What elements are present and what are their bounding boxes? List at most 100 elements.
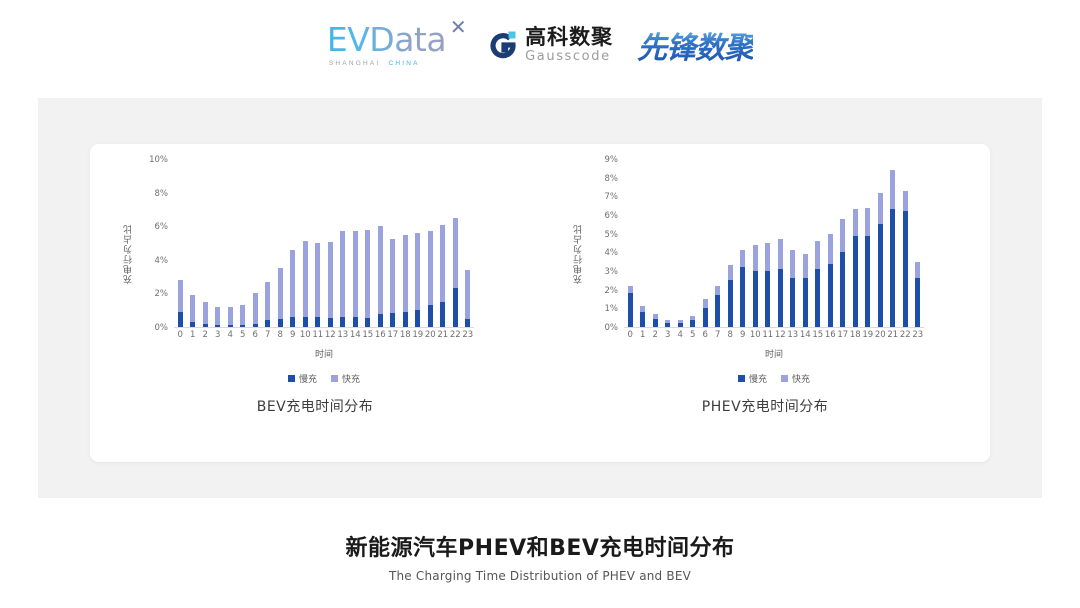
bar-column — [199, 160, 212, 327]
bar-segment-fast — [802, 254, 808, 279]
phev-x-tick: 2 — [652, 330, 658, 340]
stacked-bar — [415, 232, 421, 327]
legend-item[interactable]: 快充 — [331, 372, 360, 385]
stacked-bar — [815, 241, 821, 327]
bar-column — [887, 160, 900, 327]
bar-column — [287, 160, 300, 327]
chart-bev-x-axis-title: 时间 — [314, 350, 333, 360]
phev-y-tick: 8% — [604, 173, 619, 184]
logo-evdata: EVData ✕ SHANGHAI CHINA — [327, 17, 467, 67]
bar-segment-slow — [815, 269, 821, 327]
bev-x-tick: 11 — [312, 330, 324, 340]
stacked-bar — [352, 231, 358, 327]
bev-x-tick: 14 — [349, 330, 361, 340]
bar-segment-fast — [327, 242, 333, 318]
bar-segment-fast — [665, 320, 671, 324]
bev-x-tick: 3 — [215, 330, 221, 340]
stacked-bar — [340, 231, 346, 327]
chart-bev-plot-area: 充电行为占比 0% 2% 4% 6% 8% 10% 0 1 2 3 4 5 6 7 8 9 10 11 12 13 1… — [90, 155, 540, 385]
bar-column — [174, 160, 187, 327]
bar-column — [262, 160, 275, 327]
phev-x-tick: 10 — [749, 330, 761, 340]
stacked-bar — [877, 192, 883, 327]
bar-column — [837, 160, 850, 327]
stacked-bar — [902, 190, 908, 327]
chart-phev-plot — [624, 160, 924, 328]
stacked-bar — [665, 320, 671, 327]
bev-x-tick: 7 — [265, 330, 271, 340]
bar-segment-slow — [690, 320, 696, 327]
bar-column — [862, 160, 875, 327]
phev-y-tick: 1% — [604, 304, 619, 315]
bar-segment-fast — [315, 243, 321, 317]
chart-phev-x-ticks: 0 1 2 3 4 5 6 7 8 9 10 11 12 13 14 15 16 17 18 19 20 21 22 23 — [624, 330, 924, 344]
bar-column — [212, 160, 225, 327]
legend-item[interactable]: 慢充 — [287, 372, 317, 385]
bev-y-tick: 2% — [154, 289, 169, 300]
bar-column — [224, 160, 237, 327]
stacked-bar — [915, 261, 921, 327]
stacked-bar — [890, 170, 896, 327]
bar-segment-fast — [302, 241, 308, 317]
legend-label: 快充 — [792, 375, 811, 385]
bar-segment-slow — [340, 316, 346, 327]
bar-segment-slow — [902, 211, 908, 327]
bar-column — [337, 160, 350, 327]
stacked-bar — [365, 230, 371, 327]
phev-y-tick: 3% — [604, 267, 619, 277]
bar-column — [374, 160, 387, 327]
bar-segment-slow — [202, 324, 208, 327]
bar-segment-fast — [740, 250, 746, 268]
bar-segment-slow — [215, 324, 221, 327]
bar-segment-fast — [865, 207, 871, 236]
bar-segment-fast — [640, 306, 646, 313]
stacked-bar — [227, 306, 233, 327]
stacked-bar — [265, 281, 271, 327]
stacked-bar — [640, 306, 646, 327]
bar-column — [299, 160, 312, 327]
chart-phev-legend: 慢充 快充 — [624, 372, 924, 385]
bar-segment-slow — [802, 278, 808, 327]
bar-segment-fast — [290, 249, 296, 317]
bar-segment-slow — [627, 293, 633, 327]
bar-segment-slow — [865, 235, 871, 327]
bar-segment-fast — [252, 293, 258, 324]
bar-segment-fast — [890, 170, 896, 210]
bar-segment-fast — [727, 265, 733, 281]
stacked-bar — [802, 254, 808, 327]
bar-column — [387, 160, 400, 327]
stacked-bar — [777, 239, 783, 327]
bar-segment-slow — [915, 278, 921, 327]
phev-y-tick: 6% — [604, 211, 619, 221]
bar-segment-fast — [452, 217, 458, 289]
phev-x-tick: 8 — [727, 330, 733, 340]
bar-segment-fast — [815, 241, 821, 270]
bar-segment-fast — [277, 268, 283, 319]
bar-segment-fast — [340, 231, 346, 317]
legend-item[interactable]: 慢充 — [737, 372, 767, 385]
chart-phev-y-ticks: 0% 1% 2% 3% 4% 5% 6% 7% 8% 9% — [586, 155, 622, 333]
bar-column — [762, 160, 775, 327]
footer-title: 新能源汽车PHEV和BEV充电时间分布 — [345, 536, 735, 561]
bar-segment-fast — [652, 313, 658, 319]
bar-segment-slow — [727, 280, 733, 327]
bev-x-tick: 17 — [387, 330, 399, 340]
x-mark-icon: ✕ — [449, 15, 467, 39]
bar-segment-fast — [427, 231, 433, 306]
legend-item[interactable]: 快充 — [781, 372, 810, 385]
bar-segment-slow — [390, 312, 396, 327]
bar-segment-fast — [877, 192, 883, 225]
bar-column — [724, 160, 737, 327]
bar-segment-fast — [402, 234, 408, 312]
bev-x-tick: 19 — [412, 330, 424, 340]
bar-column — [424, 160, 437, 327]
bar-segment-slow — [827, 263, 833, 327]
bev-x-tick: 15 — [362, 330, 374, 340]
bar-segment-slow — [440, 301, 446, 327]
bar-segment-slow — [740, 267, 746, 327]
bar-segment-fast — [215, 306, 221, 325]
phev-x-tick: 17 — [837, 330, 849, 340]
legend-label: 慢充 — [748, 375, 767, 385]
stacked-bar — [290, 249, 296, 327]
stacked-bar — [740, 250, 746, 327]
